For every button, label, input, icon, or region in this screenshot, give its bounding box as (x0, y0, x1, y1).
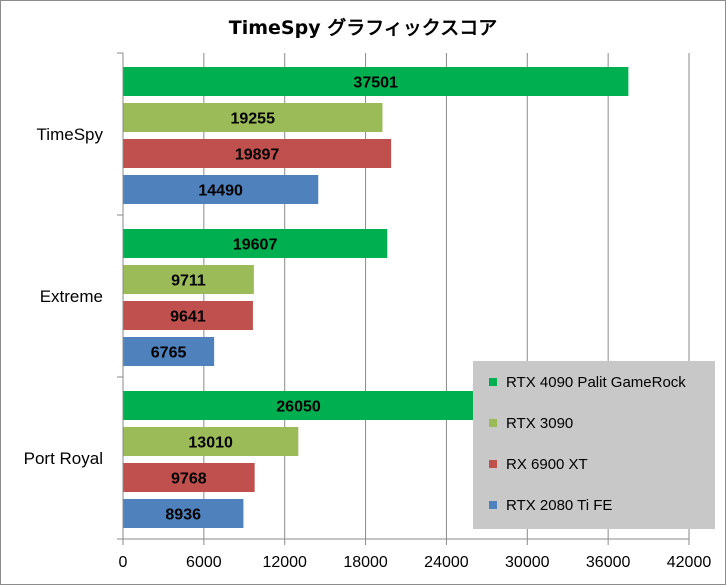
data-label: 26050 (276, 399, 321, 416)
bar (123, 427, 299, 456)
data-label: 9768 (171, 471, 207, 488)
data-label: 9711 (171, 273, 206, 290)
data-label: 14490 (198, 183, 243, 200)
legend-box (473, 361, 715, 529)
data-label: 19607 (233, 237, 278, 254)
bar (123, 265, 254, 294)
axis-layer: 0 6000 12000 18000 24000 30000 36000 42000 TimeS… (24, 52, 712, 571)
legend-swatch (489, 378, 497, 386)
grid-layer (203, 53, 690, 539)
data-label: 37501 (353, 75, 398, 92)
bar (123, 103, 383, 132)
x-tick-label: 42000 (667, 554, 712, 571)
x-tick-label: 12000 (262, 554, 307, 571)
bar (123, 67, 629, 96)
data-label: 6765 (151, 345, 187, 362)
x-tick-label: 30000 (505, 554, 550, 571)
legend-swatch (489, 419, 497, 427)
x-tick-label: 6000 (186, 554, 222, 571)
bar-layer: 37501 19255 19897 14490 19607 9711 9641 6765 260… (123, 67, 629, 528)
x-tick-label: 24000 (424, 554, 469, 571)
bar (123, 139, 392, 168)
bar (123, 337, 215, 366)
bar (123, 229, 388, 258)
legend-label: RTX 2080 Ti FE (506, 497, 612, 514)
x-tick-label: 18000 (343, 554, 388, 571)
legend-swatch (489, 460, 497, 468)
legend-label: RTX 4090 Palit GameRock (506, 374, 686, 391)
data-label: 19897 (235, 147, 280, 164)
bar (123, 301, 253, 330)
y-category-label: TimeSpy (37, 125, 104, 144)
data-label: 19255 (230, 111, 275, 128)
bar (123, 175, 319, 204)
x-tick-label: 0 (119, 554, 128, 571)
legend-label: RTX 3090 (506, 415, 573, 432)
chart-legend: RTX 4090 Palit GameRock RTX 3090 RX 6900 X… (473, 361, 715, 529)
bar (123, 391, 475, 420)
legend-swatch (489, 501, 497, 509)
bar (123, 463, 255, 492)
legend-label: RX 6900 XT (506, 456, 588, 473)
data-label: 8936 (165, 507, 201, 524)
chart-title: TimeSpy グラフィックスコア (229, 16, 498, 39)
data-label: 13010 (188, 435, 233, 452)
y-category-label: Port Royal (24, 449, 103, 468)
x-tick-label: 36000 (586, 554, 631, 571)
y-category-label: Extreme (40, 287, 103, 306)
data-label: 9641 (170, 309, 206, 326)
bar (123, 499, 244, 528)
